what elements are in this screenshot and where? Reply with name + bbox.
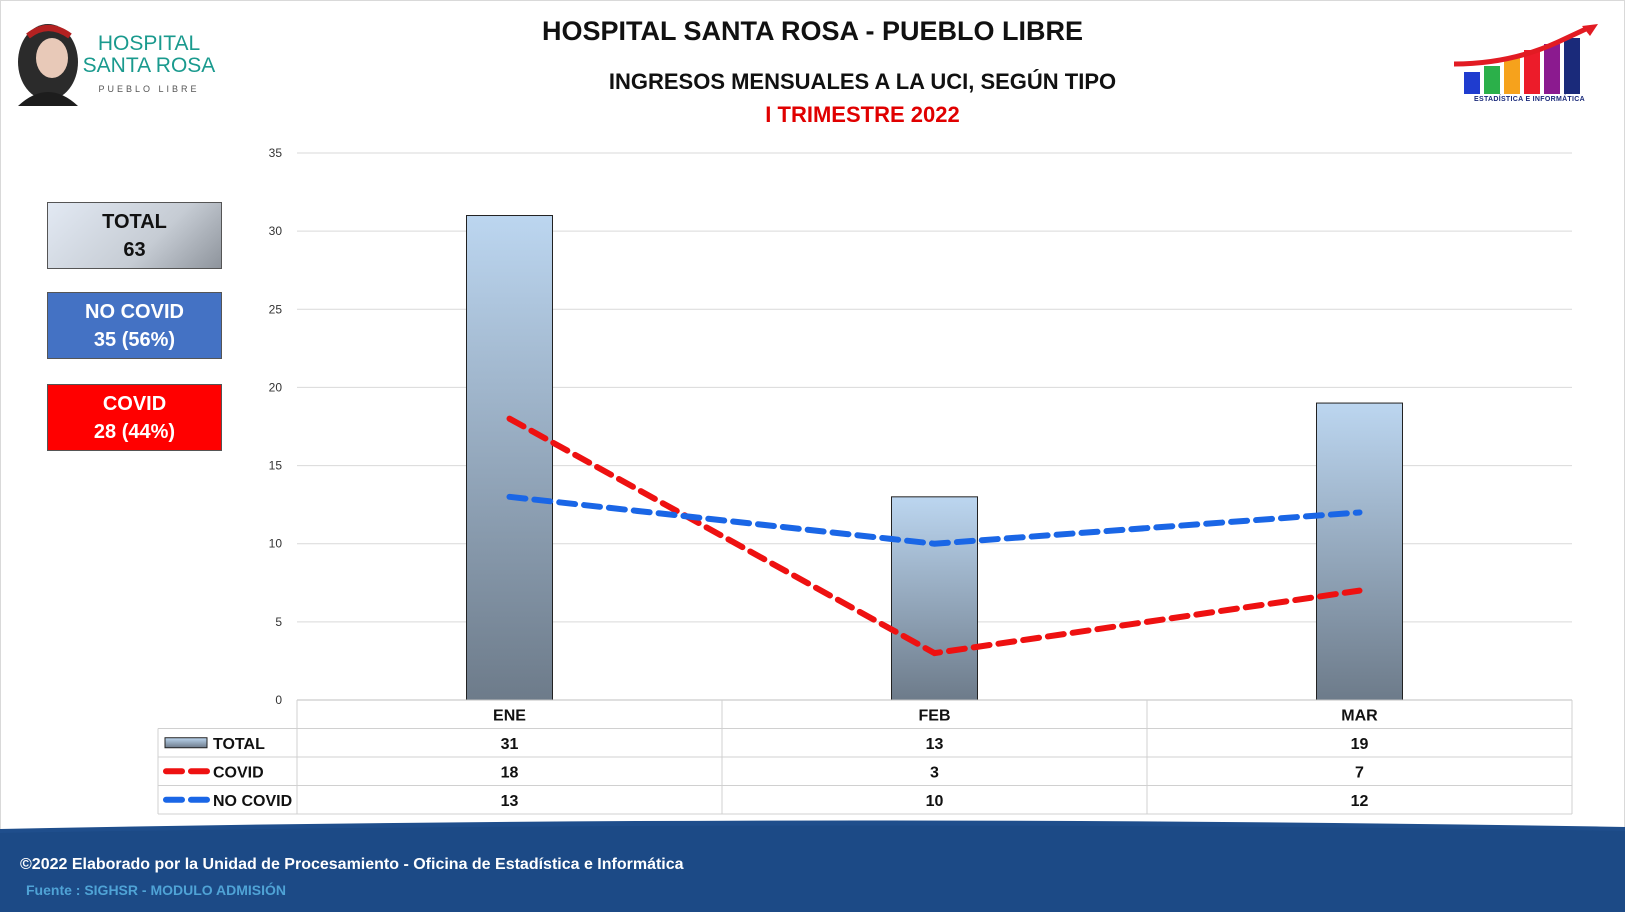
summary-total-label: TOTAL (102, 211, 167, 233)
legend-key-total (164, 737, 208, 749)
data-label: 7 (1355, 764, 1364, 781)
summary-covid-box: COVID 28 (44%) (47, 384, 222, 451)
line-covid (506, 415, 1363, 657)
bar-total-ene (466, 215, 553, 701)
summary-covid-value: 28 (44%) (93, 421, 176, 443)
bar-total-feb (891, 496, 978, 701)
y-tick-label: 35 (269, 146, 283, 160)
summary-nocovid-box: NO COVID 35 (56%) (47, 292, 222, 359)
data-label: 10 (926, 793, 944, 810)
x-category-label: ENE (493, 708, 526, 725)
data-label: 3 (930, 764, 939, 781)
bar-total-mar (1316, 402, 1403, 701)
legend-label: COVID (213, 764, 264, 781)
y-tick-label: 0 (275, 693, 282, 707)
footer-band (0, 820, 1625, 912)
statistics-logo-icon (1453, 24, 1598, 94)
legend-label: TOTAL (213, 736, 265, 753)
y-tick-label: 10 (269, 537, 283, 551)
chart-subtitle: INGRESOS MENSUALES A LA UCI, SEGÚN TIPO (608, 69, 1117, 94)
y-tick-label: 25 (269, 302, 283, 316)
footer-source: Fuente : SIGHSR - MODULO ADMISIÓN (26, 882, 287, 898)
hospital-logo-subtitle: PUEBLO LIBRE (98, 84, 200, 94)
page-title: HOSPITAL SANTA ROSA - PUEBLO LIBRE (541, 16, 1083, 46)
summary-total-value: 63 (123, 239, 146, 261)
data-label: 12 (1351, 793, 1369, 810)
uci-admissions-chart: 0 5 10 15 20 25 30 35 ENE FEB MAR TOTAL 31 13 19 COVID… (157, 146, 1573, 815)
hospital-logo (18, 24, 78, 106)
data-label: 31 (501, 736, 519, 753)
y-tick-label: 30 (269, 224, 283, 238)
summary-covid-label: COVID (102, 393, 167, 415)
data-label: 13 (501, 793, 519, 810)
y-tick-label: 5 (275, 615, 282, 629)
data-label: 18 (501, 764, 519, 781)
hospital-logo-name: HOSPITAL SANTA ROSA (82, 32, 216, 77)
summary-nocovid-value: 35 (56%) (93, 329, 176, 351)
summary-nocovid-label: NO COVID (85, 301, 184, 323)
data-label: 19 (1351, 736, 1369, 753)
statistics-logo-caption: ESTADÍSTICA E INFORMÁTICA (1474, 96, 1585, 103)
x-category-label: MAR (1341, 708, 1378, 725)
summary-total-box: TOTAL 63 (47, 202, 222, 269)
y-tick-label: 20 (269, 380, 283, 394)
data-label: 13 (926, 736, 944, 753)
y-tick-label: 15 (269, 459, 283, 473)
footer-credit: ©2022 Elaborado por la Unidad de Procesa… (20, 856, 684, 873)
legend-label: NO COVID (213, 793, 292, 810)
chart-period: I TRIMESTRE 2022 (765, 102, 960, 127)
line-no-covid (506, 493, 1363, 547)
x-category-label: FEB (919, 708, 951, 725)
